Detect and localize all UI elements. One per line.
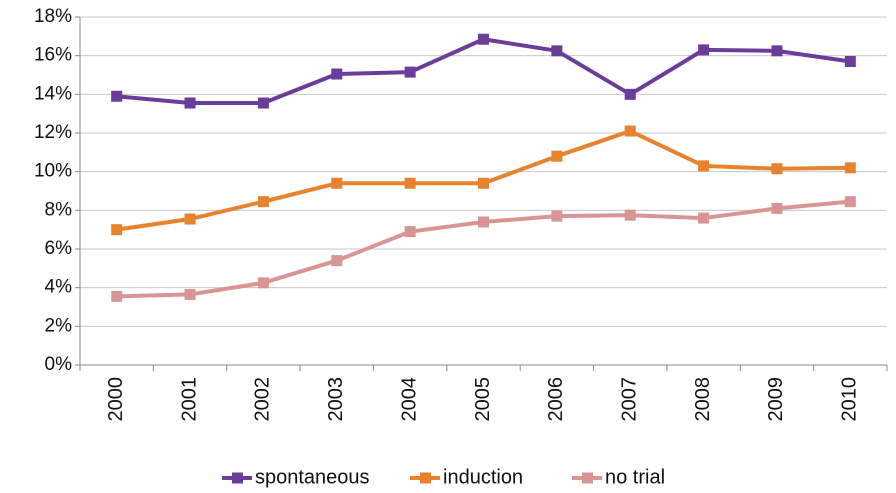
point-marker bbox=[551, 210, 563, 222]
x-tick-label: 2001 bbox=[178, 377, 200, 422]
x-tick-label: 2008 bbox=[692, 377, 714, 422]
x-tick-label: 2000 bbox=[105, 377, 127, 422]
x-tick-label: 2009 bbox=[765, 377, 787, 422]
point-marker bbox=[184, 288, 196, 300]
point-marker bbox=[771, 163, 783, 175]
point-marker bbox=[478, 216, 489, 228]
x-tick-label: 2006 bbox=[545, 377, 567, 422]
point-marker bbox=[844, 196, 856, 208]
legend-label: no trial bbox=[605, 466, 665, 488]
y-tick-label: 16% bbox=[34, 45, 72, 66]
y-tick-label: 6% bbox=[45, 238, 73, 259]
legend-label: spontaneous bbox=[255, 466, 370, 488]
point-marker bbox=[551, 150, 563, 162]
y-tick-label: 4% bbox=[45, 277, 73, 298]
point-marker bbox=[624, 88, 636, 100]
point-marker bbox=[698, 44, 710, 56]
series-line bbox=[116, 37, 851, 106]
point-marker bbox=[844, 55, 856, 67]
point-marker bbox=[551, 45, 563, 57]
point-marker bbox=[698, 212, 710, 224]
x-tick-label: 2003 bbox=[325, 377, 347, 422]
point-marker bbox=[624, 125, 636, 137]
point-marker bbox=[331, 255, 343, 267]
point-marker bbox=[624, 209, 636, 221]
y-tick-label: 2% bbox=[45, 315, 73, 336]
point-marker bbox=[404, 226, 416, 238]
legend-marker bbox=[420, 472, 431, 484]
point-marker bbox=[257, 277, 269, 289]
y-tick-label: 0% bbox=[45, 354, 73, 375]
x-tick-label: 2004 bbox=[398, 377, 420, 422]
point-marker bbox=[111, 224, 123, 236]
point-marker bbox=[771, 202, 783, 214]
x-tick-label: 2007 bbox=[619, 377, 641, 422]
y-tick-label: 10% bbox=[34, 161, 72, 182]
point-marker bbox=[404, 177, 416, 189]
x-tick-label: 2005 bbox=[472, 377, 494, 422]
point-marker bbox=[478, 33, 489, 45]
y-tick-label: 8% bbox=[45, 199, 73, 220]
x-tick-label: 2010 bbox=[839, 377, 861, 422]
point-marker bbox=[184, 213, 196, 225]
y-tick-label: 14% bbox=[34, 83, 72, 104]
point-marker bbox=[111, 90, 123, 102]
y-tick-label: 12% bbox=[34, 122, 72, 143]
point-marker bbox=[184, 97, 196, 109]
point-marker bbox=[331, 177, 343, 189]
y-tick-label: 18% bbox=[34, 6, 72, 27]
legend-marker bbox=[232, 472, 243, 484]
point-marker bbox=[698, 160, 710, 172]
point-marker bbox=[404, 66, 416, 78]
point-marker bbox=[331, 68, 343, 80]
point-marker bbox=[257, 196, 269, 208]
legend-label: induction bbox=[443, 466, 523, 488]
point-marker bbox=[771, 45, 783, 57]
point-marker bbox=[257, 97, 269, 109]
point-marker bbox=[844, 162, 856, 174]
legend-marker bbox=[582, 472, 593, 484]
point-marker bbox=[111, 290, 123, 302]
x-tick-label: 2002 bbox=[252, 377, 274, 422]
point-marker bbox=[478, 177, 489, 189]
